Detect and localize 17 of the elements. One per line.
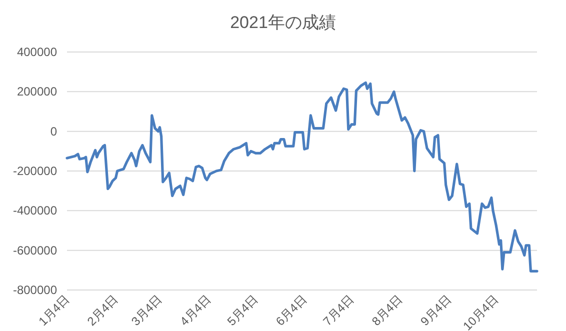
x-tick-label: 9月4日 — [418, 292, 454, 329]
x-tick-label: 8月4日 — [369, 292, 406, 329]
x-tick-label: 7月4日 — [320, 292, 357, 329]
y-tick-label: -200000 — [12, 164, 58, 178]
x-tick-label: 10月4日 — [460, 292, 502, 331]
chart-title: 2021年の成績 — [230, 13, 336, 32]
y-tick-label: -400000 — [12, 204, 58, 218]
y-tick-label: 400000 — [16, 45, 58, 59]
x-tick-label: 6月4日 — [273, 292, 310, 329]
x-tick-label: 5月4日 — [224, 292, 261, 329]
y-tick-label: -800000 — [12, 283, 58, 297]
y-tick-label: -600000 — [12, 243, 58, 258]
y-tick-label: 200000 — [16, 84, 58, 99]
x-tick-label: 4月4日 — [177, 292, 214, 329]
y-tick-label: 0 — [50, 124, 58, 138]
x-tick-label: 2月4日 — [84, 292, 121, 329]
x-tick-label: 3月4日 — [128, 292, 165, 329]
